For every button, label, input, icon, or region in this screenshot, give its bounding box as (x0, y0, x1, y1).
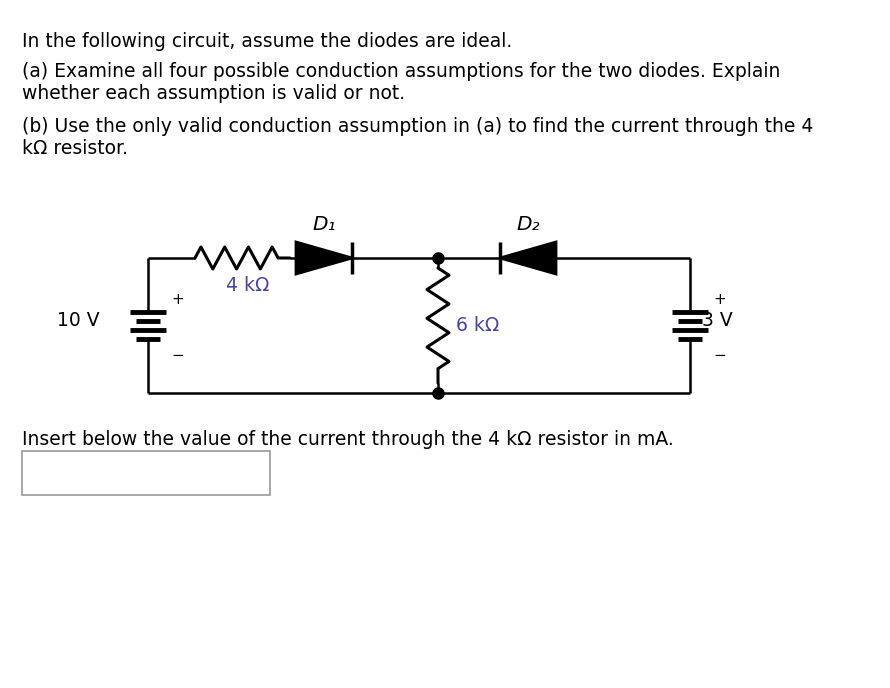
Text: Insert below the value of the current through the 4 kΩ resistor in mA.: Insert below the value of the current th… (22, 430, 674, 449)
Text: whether each assumption is valid or not.: whether each assumption is valid or not. (22, 84, 405, 103)
Text: 4 kΩ: 4 kΩ (226, 276, 269, 295)
Text: −: − (713, 348, 725, 363)
Polygon shape (296, 242, 352, 274)
Text: +: + (171, 292, 183, 307)
Bar (22, 451, 270, 495)
Text: In the following circuit, assume the diodes are ideal.: In the following circuit, assume the dio… (22, 32, 513, 51)
Text: kΩ resistor.: kΩ resistor. (22, 139, 128, 158)
Text: 6 kΩ: 6 kΩ (456, 316, 499, 335)
Text: (a) Examine all four possible conduction assumptions for the two diodes. Explain: (a) Examine all four possible conduction… (22, 62, 781, 81)
Polygon shape (500, 242, 556, 274)
Text: +: + (713, 292, 725, 307)
Text: D₂: D₂ (516, 215, 540, 234)
Text: −: − (171, 348, 183, 363)
Text: 10 V: 10 V (57, 311, 100, 330)
Text: 3 V: 3 V (702, 311, 732, 330)
Text: D₁: D₁ (312, 215, 336, 234)
Text: (b) Use the only valid conduction assumption in (a) to find the current through : (b) Use the only valid conduction assump… (22, 117, 813, 136)
